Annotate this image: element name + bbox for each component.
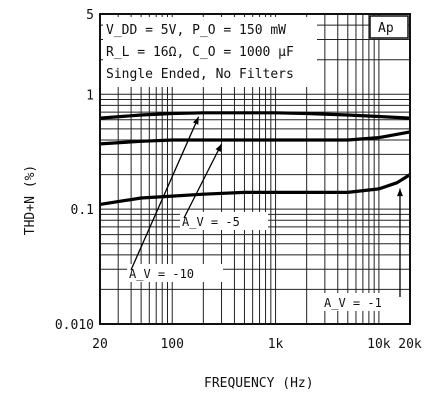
condition-line-1: V_DD = 5V, P_O = 150 mW <box>106 23 286 38</box>
y-tick-label: 1 <box>86 88 94 103</box>
x-tick-label: 20k <box>398 337 422 352</box>
y-tick-label: 5 <box>86 8 94 23</box>
condition-line-3: Single Ended, No Filters <box>106 67 294 82</box>
y-tick-label: 0.1 <box>71 203 94 218</box>
ap-badge: Ap <box>370 16 408 38</box>
ap-badge-label: Ap <box>378 21 394 36</box>
x-tick-label: 10k <box>367 337 391 352</box>
conditions-box: V_DD = 5V, P_O = 150 mW R_L = 16Ω, C_O =… <box>103 17 317 87</box>
condition-line-2: R_L = 16Ω, C_O = 1000 μF <box>106 45 294 60</box>
label-av-1: A_V = -1 <box>324 296 382 310</box>
y-tick-label: 0.010 <box>55 318 94 333</box>
x-axis-title: FREQUENCY (Hz) <box>204 376 314 391</box>
x-tick-label: 100 <box>160 337 183 352</box>
label-av-10: A_V = -10 <box>129 267 194 281</box>
y-axis-title: THD+N (%) <box>23 165 38 235</box>
x-tick-label: 1k <box>268 337 284 352</box>
x-tick-label: 20 <box>92 337 108 352</box>
label-av-5: A_V = -5 <box>182 215 240 229</box>
